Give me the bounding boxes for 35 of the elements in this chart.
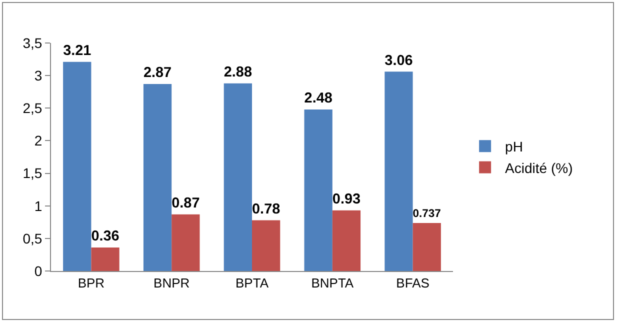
bar [304,109,332,271]
x-tick-label: BNPTA [311,276,354,291]
bar [91,248,120,271]
data-label: 0.87 [172,195,200,212]
data-label: 0.737 [412,208,441,220]
y-tick-label: 1,5 [22,165,42,182]
y-tick-label: 3,5 [22,34,42,51]
y-tick-label: 2,5 [22,100,42,116]
y-tick-label: 1 [34,198,42,214]
bar [63,62,92,271]
x-tick-label: BNPR [154,276,190,291]
bar [384,72,413,271]
legend-label: pH [505,138,523,155]
y-tick-label: 0 [34,262,42,279]
y-tick-label: 0,5 [22,230,42,246]
data-label: 0.93 [332,192,361,208]
bar [412,222,441,271]
bar [252,220,280,271]
data-label: 3.21 [63,43,92,60]
x-tick-label: BPTA [236,276,269,291]
data-label: 3.06 [384,52,413,69]
x-tick-label: BFAS [396,276,430,291]
y-tick-label: 2 [34,132,42,149]
data-label: 0.78 [252,201,280,218]
data-label: 2.48 [304,90,332,107]
data-label: 2.87 [143,65,172,82]
bar [143,84,172,271]
legend-label: Acidité (%) [505,160,573,176]
bar [172,214,200,271]
data-label: 2.88 [224,64,252,81]
y-tick-label: 3 [34,67,42,84]
x-tick-label: BPR [78,276,105,291]
bar [224,83,252,271]
bar [332,210,361,271]
data-label: 0.36 [91,228,120,245]
